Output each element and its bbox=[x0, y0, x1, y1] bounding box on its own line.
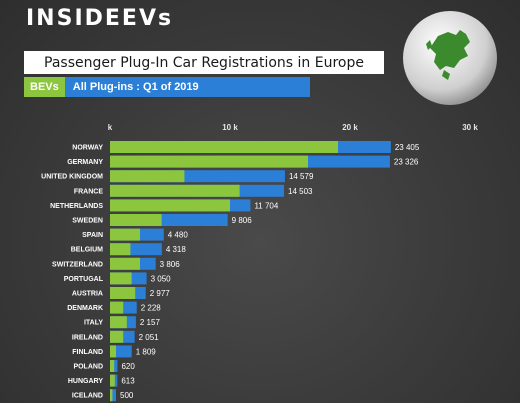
bar-bev bbox=[110, 199, 230, 212]
category-label: NETHERLANDS bbox=[50, 203, 103, 210]
category-label: IRELAND bbox=[72, 334, 103, 341]
category-label: HUNGARY bbox=[68, 378, 103, 385]
bar-bev bbox=[110, 141, 338, 153]
category-label: AUSTRIA bbox=[72, 291, 103, 298]
category-label: FINLAND bbox=[72, 349, 103, 356]
bar-bev bbox=[110, 374, 115, 387]
value-label: 23 326 bbox=[394, 158, 419, 167]
category-label: ITALY bbox=[84, 320, 103, 327]
bar-bev bbox=[110, 228, 140, 241]
category-label: POLAND bbox=[73, 364, 103, 371]
x-tick-label: 20 k bbox=[342, 123, 358, 132]
bar-bev bbox=[110, 214, 162, 226]
category-label: BELGIUM bbox=[71, 247, 103, 254]
value-label: 3 806 bbox=[160, 260, 181, 269]
x-tick-label: 10 k bbox=[222, 123, 238, 132]
value-label: 2 977 bbox=[150, 289, 171, 298]
bar-bev bbox=[110, 184, 240, 197]
category-label: PORTUGAL bbox=[64, 276, 104, 283]
value-label: 500 bbox=[120, 391, 134, 400]
bar-bev bbox=[110, 155, 308, 168]
bar-bev bbox=[110, 301, 124, 314]
bar-bev bbox=[110, 330, 124, 343]
europe-globe-icon bbox=[403, 11, 497, 105]
bar-bev bbox=[110, 170, 185, 183]
value-label: 14 503 bbox=[288, 187, 313, 196]
value-label: 9 806 bbox=[232, 216, 253, 225]
category-label: DENMARK bbox=[67, 305, 103, 312]
category-label: GERMANY bbox=[67, 159, 103, 166]
bar-bev bbox=[110, 345, 116, 358]
legend-bev: BEVs bbox=[24, 77, 65, 97]
legend-plugins: All Plug-ins : Q1 of 2019 bbox=[64, 77, 310, 97]
bar-bev bbox=[110, 316, 127, 329]
value-label: 1 809 bbox=[136, 347, 157, 356]
bar-bev bbox=[110, 287, 136, 299]
category-label: UNITED KINGDOM bbox=[41, 174, 103, 181]
bar-bev bbox=[110, 243, 131, 256]
category-label: FRANCE bbox=[74, 188, 103, 195]
value-label: 4 480 bbox=[168, 231, 189, 240]
value-label: 23 405 bbox=[395, 143, 420, 152]
category-label: SPAIN bbox=[82, 232, 103, 239]
value-label: 2 157 bbox=[140, 318, 161, 327]
value-label: 2 051 bbox=[139, 333, 160, 342]
value-label: 2 228 bbox=[141, 304, 162, 313]
value-label: 613 bbox=[121, 377, 135, 386]
bar-all-plugins bbox=[110, 389, 116, 402]
category-label: SWITZERLAND bbox=[52, 261, 103, 268]
value-label: 14 579 bbox=[289, 172, 314, 181]
category-label: SWEDEN bbox=[72, 218, 103, 225]
bar-bev bbox=[110, 257, 140, 270]
value-label: 3 050 bbox=[151, 274, 172, 283]
chart-title: Passenger Plug-In Car Registrations in E… bbox=[24, 51, 384, 74]
x-tick-label: 30 k bbox=[462, 123, 478, 132]
bar-bev bbox=[110, 272, 132, 285]
category-label: ICELAND bbox=[72, 393, 103, 400]
value-label: 620 bbox=[121, 362, 135, 371]
insideevs-logo: INSIDEEVs bbox=[26, 6, 174, 31]
bar-bev bbox=[110, 360, 115, 372]
value-label: 4 318 bbox=[166, 245, 187, 254]
legend-row: BEVs All Plug-ins : Q1 of 2019 bbox=[24, 77, 310, 97]
value-label: 11 704 bbox=[254, 201, 278, 210]
bar-bev bbox=[110, 389, 113, 402]
x-tick-label: k bbox=[108, 123, 113, 132]
category-label: NORWAY bbox=[72, 145, 103, 152]
